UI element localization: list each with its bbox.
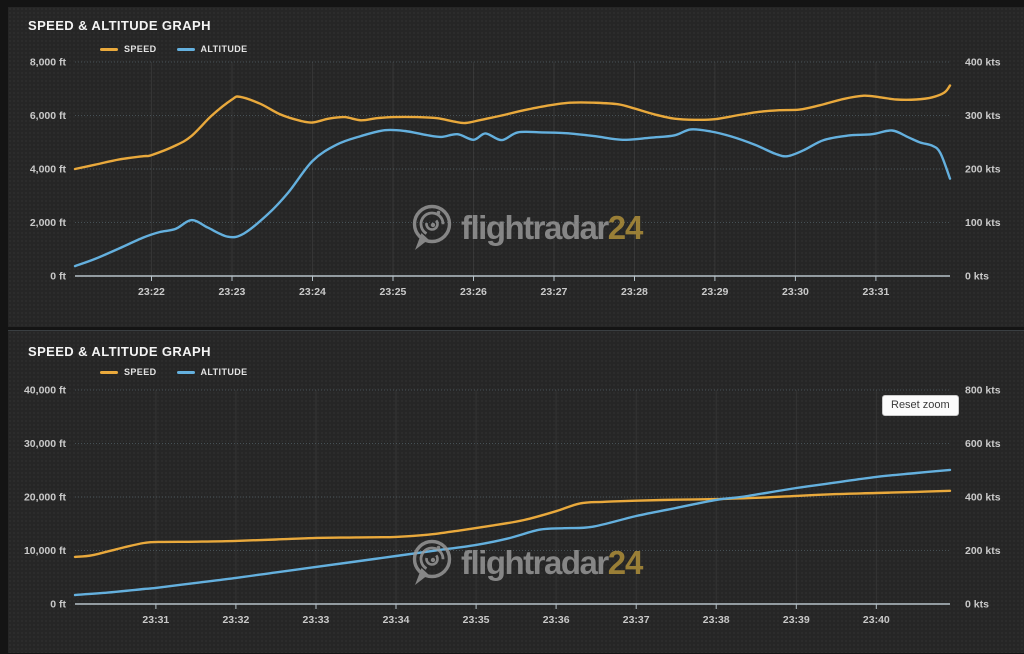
y-right-tick-label: 200 kts: [965, 545, 1001, 557]
y-right-tick-label: 400 kts: [965, 57, 1001, 69]
x-tick-label: 23:35: [463, 614, 490, 626]
y-left-tick-label: 0 ft: [50, 271, 66, 283]
x-tick-label: 23:26: [460, 286, 487, 298]
speed-line-series: [73, 489, 952, 559]
x-tick-label: 23:33: [303, 614, 330, 626]
x-tick-label: 23:37: [623, 614, 650, 626]
x-tick-label: 23:34: [383, 614, 410, 626]
y-left-tick-label: 8,000 ft: [30, 57, 67, 69]
altitude-line-swatch: [176, 370, 195, 374]
y-right-tick-label: 600 kts: [965, 438, 1001, 450]
legend-label: ALTITUDE: [200, 44, 248, 54]
y-right-tick-label: 800 kts: [965, 385, 1001, 397]
x-tick-label: 23:39: [783, 614, 810, 626]
y-right-tick-label: 100 kts: [965, 217, 1001, 229]
x-tick-label: 23:22: [138, 286, 165, 298]
legend-item-altitude: ALTITUDE: [176, 44, 248, 54]
speed-line-swatch: [100, 47, 118, 51]
y-right-tick-label: 400 kts: [965, 492, 1001, 504]
top-chart-panel: 8,000 ft 6,000 ft 4,000 ft 2,000 ft 0 ft 400 …: [8, 7, 1024, 327]
legend-item-speed: SPEED: [100, 367, 157, 377]
reset-zoom-button[interactable]: Reset zoom: [882, 395, 959, 416]
speed-altitude-chart-bottom[interactable]: 40,000 ft 30,000 ft 20,000 ft 10,000 ft 0 ft…: [8, 331, 1024, 654]
x-tick-label: 23:30: [782, 286, 809, 298]
altitude-line-series: [73, 468, 952, 597]
y-right-tick-label: 200 kts: [965, 164, 1001, 176]
speed-line-series: [73, 84, 952, 171]
legend-label: ALTITUDE: [200, 367, 248, 377]
x-tick-label: 23:31: [142, 614, 169, 626]
y-left-tick-label: 10,000 ft: [24, 545, 67, 557]
x-tick-label: 23:23: [219, 286, 246, 298]
y-left-tick-label: 6,000 ft: [30, 110, 67, 122]
altitude-line-swatch: [176, 47, 195, 51]
page-title: SPEED & ALTITUDE GRAPH: [28, 344, 211, 359]
x-tick-label: 23:24: [299, 286, 326, 298]
x-tick-label: 23:38: [703, 614, 730, 626]
x-tick-label: 23:36: [543, 614, 570, 626]
speed-altitude-chart-top[interactable]: 8,000 ft 6,000 ft 4,000 ft 2,000 ft 0 ft 400 …: [8, 7, 1024, 327]
legend-item-altitude: ALTITUDE: [176, 367, 248, 377]
x-tick-label: 23:32: [222, 614, 249, 626]
legend-label: SPEED: [124, 367, 157, 377]
chart-legend: SPEED ALTITUDE: [100, 367, 248, 377]
y-right-tick-label: 0 kts: [965, 599, 989, 611]
y-left-tick-label: 2,000 ft: [30, 217, 67, 229]
x-tick-label: 23:27: [541, 286, 568, 298]
y-left-tick-label: 20,000 ft: [24, 492, 67, 504]
page-title: SPEED & ALTITUDE GRAPH: [28, 18, 211, 33]
y-left-tick-label: 4,000 ft: [30, 164, 67, 176]
x-tick-label: 23:28: [621, 286, 648, 298]
x-tick-label: 23:25: [380, 286, 407, 298]
legend-label: SPEED: [124, 44, 157, 54]
y-left-tick-label: 0 ft: [50, 599, 66, 611]
legend-item-speed: SPEED: [100, 44, 157, 54]
y-right-tick-label: 300 kts: [965, 110, 1001, 122]
y-right-tick-label: 0 kts: [965, 271, 989, 283]
y-left-tick-label: 40,000 ft: [24, 385, 67, 397]
x-tick-label: 23:29: [702, 286, 729, 298]
y-left-tick-label: 30,000 ft: [24, 438, 67, 450]
speed-line-swatch: [100, 370, 118, 374]
bottom-chart-panel: 40,000 ft 30,000 ft 20,000 ft 10,000 ft 0 ft…: [8, 330, 1024, 653]
chart-legend: SPEED ALTITUDE: [100, 44, 248, 54]
altitude-line-series: [73, 128, 952, 268]
x-tick-label: 23:40: [863, 614, 890, 626]
x-tick-label: 23:31: [863, 286, 890, 298]
